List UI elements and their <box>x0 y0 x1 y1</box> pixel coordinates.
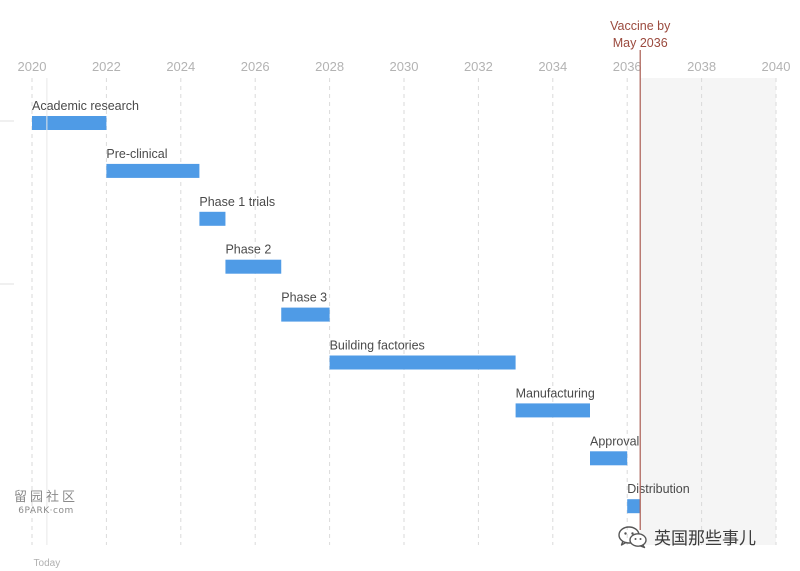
bar-phase-3 <box>281 307 330 322</box>
x-tick-2024: 2024 <box>166 59 195 74</box>
watermark-6park-glyphs: 留园社区 <box>13 490 78 505</box>
watermark-wechat: 英国那些事儿 <box>618 524 756 549</box>
grid-lines <box>31 78 777 545</box>
bar-manufacturing <box>515 403 590 418</box>
bar-phase-1-trials <box>199 211 226 226</box>
task-labels: Academic research Pre-clinical Phase 1 tri… <box>32 99 690 496</box>
watermark-6park: 留园社区 6PARK·com <box>10 486 82 516</box>
x-axis-ticks: 2020 2022 2024 2026 2028 2030 2032 2034 2036 2038… <box>18 59 791 74</box>
bar-label-pre-clinical: Pre-clinical <box>106 147 167 161</box>
watermark-wechat-text: 英国那些事儿 <box>654 529 756 549</box>
x-tick-2026: 2026 <box>241 59 270 74</box>
today-label: Today <box>34 558 61 569</box>
bar-label-phase-3: Phase 3 <box>281 291 327 305</box>
x-tick-2036: 2036 <box>613 59 642 74</box>
x-tick-2028: 2028 <box>315 59 344 74</box>
vaccine-marker-label-line2: May 2036 <box>613 36 668 50</box>
bar-phase-2 <box>225 259 282 274</box>
bar-building-factories <box>329 355 516 370</box>
bar-label-phase-1-trials: Phase 1 trials <box>199 195 275 209</box>
bar-pre-clinical <box>106 163 200 178</box>
task-bars <box>32 116 641 514</box>
bar-label-approval: Approval <box>590 434 639 448</box>
vaccine-marker-label-line1: Vaccine by <box>610 19 671 33</box>
x-tick-2030: 2030 <box>390 59 419 74</box>
wechat-icon <box>618 525 647 548</box>
x-tick-2022: 2022 <box>92 59 121 74</box>
future-shade <box>640 78 776 545</box>
bar-approval <box>590 451 628 466</box>
bar-label-manufacturing: Manufacturing <box>516 386 595 400</box>
bar-academic-research <box>32 116 107 130</box>
bar-label-distribution: Distribution <box>627 482 690 496</box>
bar-label-building-factories: Building factories <box>330 339 425 353</box>
x-tick-2034: 2034 <box>538 59 567 74</box>
x-tick-2032: 2032 <box>464 59 493 74</box>
bar-label-phase-2: Phase 2 <box>225 243 271 257</box>
bar-distribution <box>627 499 641 514</box>
x-tick-2038: 2038 <box>687 59 716 74</box>
x-tick-2040: 2040 <box>762 59 791 74</box>
x-tick-2020: 2020 <box>18 59 47 74</box>
bar-label-academic-research: Academic research <box>32 99 139 113</box>
watermark-6park-site: 6PARK·com <box>18 506 74 516</box>
